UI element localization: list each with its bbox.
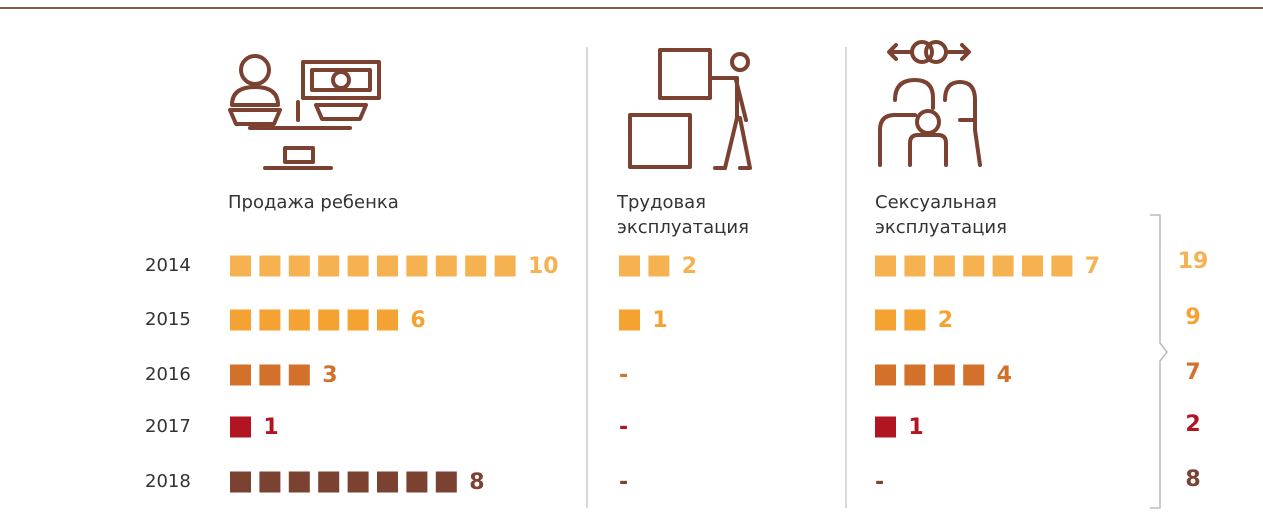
unit-square xyxy=(963,255,985,277)
unit-square xyxy=(259,255,281,277)
value-label: 1 xyxy=(908,415,923,440)
unit-square xyxy=(347,255,369,277)
unit-square xyxy=(435,471,457,493)
unit-square xyxy=(288,309,310,331)
unit-square xyxy=(230,471,251,493)
unit-square xyxy=(377,255,398,277)
value-label: 1 xyxy=(652,308,667,333)
column-title: Продажа ребенка xyxy=(228,192,399,213)
unit-square xyxy=(875,416,896,438)
unit-square xyxy=(288,364,310,386)
bracket xyxy=(1150,214,1168,509)
unit-square xyxy=(377,309,398,331)
icon-sexual xyxy=(878,40,982,167)
unit-square xyxy=(318,255,340,277)
year-label: 2016 xyxy=(145,364,191,385)
total-label: 19 xyxy=(1178,249,1209,274)
unit-square xyxy=(347,471,369,493)
total-label: 9 xyxy=(1185,305,1200,330)
total-label: 7 xyxy=(1185,360,1200,385)
unit-square xyxy=(435,255,457,277)
total-label: 8 xyxy=(1185,467,1200,492)
icon-labor xyxy=(628,48,752,170)
unit-square xyxy=(288,255,310,277)
value-label: 8 xyxy=(469,470,484,495)
value-label: 2 xyxy=(682,254,697,279)
value-label: 7 xyxy=(1085,254,1100,279)
unit-square xyxy=(406,255,428,277)
unit-square xyxy=(230,309,251,331)
unit-square xyxy=(406,471,428,493)
unit-square xyxy=(875,255,896,277)
column-title: Сексуальная эксплуатация xyxy=(875,192,1007,238)
column-title: Трудовая эксплуатация xyxy=(617,192,749,238)
unit-square xyxy=(1022,255,1043,277)
unit-square xyxy=(933,255,955,277)
unit-square xyxy=(875,309,896,331)
value-label: 6 xyxy=(410,308,425,333)
unit-square xyxy=(933,364,955,386)
unit-square xyxy=(494,255,516,277)
unit-square xyxy=(619,255,640,277)
unit-square xyxy=(377,471,398,493)
unit-square xyxy=(259,364,281,386)
value-label: 4 xyxy=(997,363,1012,388)
value-label: - xyxy=(619,415,628,440)
unit-square xyxy=(465,255,487,277)
year-label: 2014 xyxy=(145,255,191,276)
unit-square xyxy=(648,255,670,277)
unit-square xyxy=(904,364,926,386)
unit-square xyxy=(347,309,369,331)
value-label: - xyxy=(875,470,884,495)
unit-square xyxy=(230,364,251,386)
unit-square xyxy=(230,416,251,438)
unit-square xyxy=(904,255,926,277)
value-label: - xyxy=(619,470,628,495)
unit-square xyxy=(875,364,896,386)
unit-square xyxy=(992,255,1014,277)
unit-square xyxy=(318,471,340,493)
value-label: 10 xyxy=(528,254,559,279)
unit-square xyxy=(259,471,281,493)
value-label: - xyxy=(619,363,628,388)
unit-square xyxy=(904,309,926,331)
year-label: 2015 xyxy=(145,309,191,330)
unit-square xyxy=(288,471,310,493)
total-label: 2 xyxy=(1185,412,1200,437)
year-label: 2018 xyxy=(145,471,191,492)
unit-square xyxy=(259,309,281,331)
year-label: 2017 xyxy=(145,416,191,437)
unit-square xyxy=(963,364,985,386)
value-label: 2 xyxy=(938,308,953,333)
icon-sale xyxy=(228,54,381,170)
unit-square xyxy=(230,255,251,277)
value-label: 1 xyxy=(263,415,278,440)
unit-square xyxy=(318,309,340,331)
value-label: 3 xyxy=(322,363,337,388)
unit-square xyxy=(1051,255,1073,277)
unit-square xyxy=(619,309,640,331)
